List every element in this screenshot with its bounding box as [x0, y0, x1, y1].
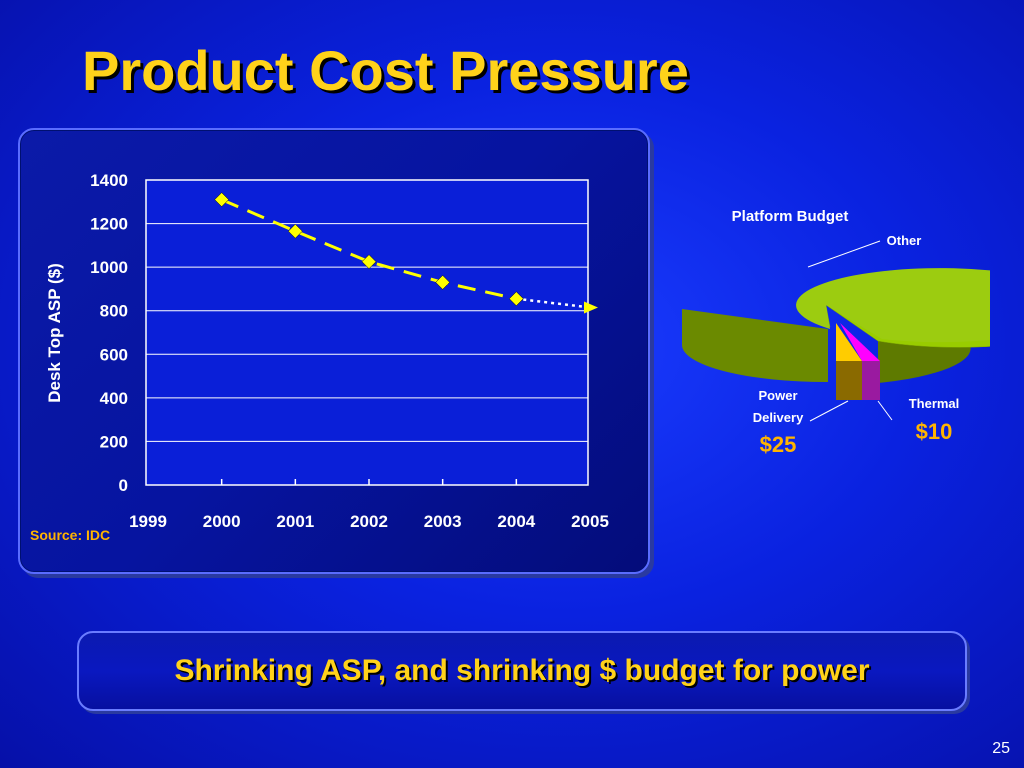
- projection-arrow: [584, 301, 598, 314]
- data-point-marker: [435, 275, 451, 290]
- x-tick-label: 2002: [350, 512, 388, 531]
- series-line-0: [221, 198, 517, 301]
- y-tick-label: 0: [119, 476, 128, 495]
- pie-label-power: Power: [758, 388, 797, 403]
- pie-slice-power-delivery-side: [836, 361, 862, 400]
- y-axis-ticks: 0 200 400 600 800 1000 1200 1400: [90, 171, 128, 495]
- data-point-marker: [287, 223, 303, 239]
- y-tick-label: 1000: [90, 258, 128, 277]
- data-point-marker: [361, 254, 377, 270]
- pie-label-thermal: Thermal: [909, 396, 960, 411]
- x-tick-label: 2003: [424, 512, 462, 531]
- y-tick-label: 600: [100, 345, 128, 364]
- grid-lines: [146, 223, 588, 442]
- pie-label-delivery: Delivery: [753, 410, 804, 425]
- x-tick-label: 2004: [497, 512, 535, 531]
- x-tick-label: 2000: [203, 512, 241, 531]
- pie-slice-thermal: [840, 323, 880, 361]
- x-tick-label: 1999: [129, 512, 167, 531]
- pie-slice-power-delivery: [836, 323, 862, 361]
- y-axis-label: Desk Top ASP ($): [45, 263, 64, 403]
- pie-slice-other-side: [682, 309, 828, 383]
- page-number: 25: [992, 740, 1010, 757]
- platform-budget-pie: Platform Budget Other Power Delivery $25…: [682, 208, 990, 457]
- leader-line-thermal: [877, 400, 893, 421]
- pie-slice-thermal-side: [862, 361, 880, 400]
- series-lines: [221, 198, 591, 309]
- pie-value-thermal: $10: [916, 419, 953, 444]
- y-tick-label: 200: [100, 432, 128, 451]
- source-label: Source: IDC: [30, 527, 111, 543]
- plot-area: [145, 179, 589, 486]
- y-tick-label: 1400: [90, 171, 128, 190]
- line-chart: 0 200 400 600 800 1000 1200 1400 1999 2000 2001 20…: [45, 171, 609, 531]
- pie-title: Platform Budget: [732, 208, 849, 225]
- y-tick-label: 800: [100, 302, 128, 321]
- x-tick-label: 2001: [276, 512, 314, 531]
- x-axis-ticks: 1999 2000 2001 2002 2003 2004 2005: [129, 479, 609, 531]
- pie-slice-other-top: [796, 268, 990, 343]
- pie-label-other: Other: [887, 233, 922, 248]
- summary-statement: Shrinking ASP, and shrinking $ budget fo…: [174, 654, 870, 687]
- summary-box: Shrinking ASP, and shrinking $ budget fo…: [77, 631, 967, 711]
- series-line-1: [516, 297, 591, 309]
- y-tick-label: 1200: [90, 215, 128, 234]
- data-point-marker: [214, 192, 230, 207]
- leader-line-power-delivery: [809, 400, 849, 422]
- slide-title: Product Cost Pressure: [82, 39, 689, 102]
- leader-line-other: [807, 240, 881, 268]
- x-tick-label: 2005: [571, 512, 609, 531]
- pie-value-power-delivery: $25: [760, 432, 797, 457]
- series-markers: [214, 192, 598, 314]
- data-point-marker: [508, 291, 524, 307]
- y-tick-label: 400: [100, 389, 128, 408]
